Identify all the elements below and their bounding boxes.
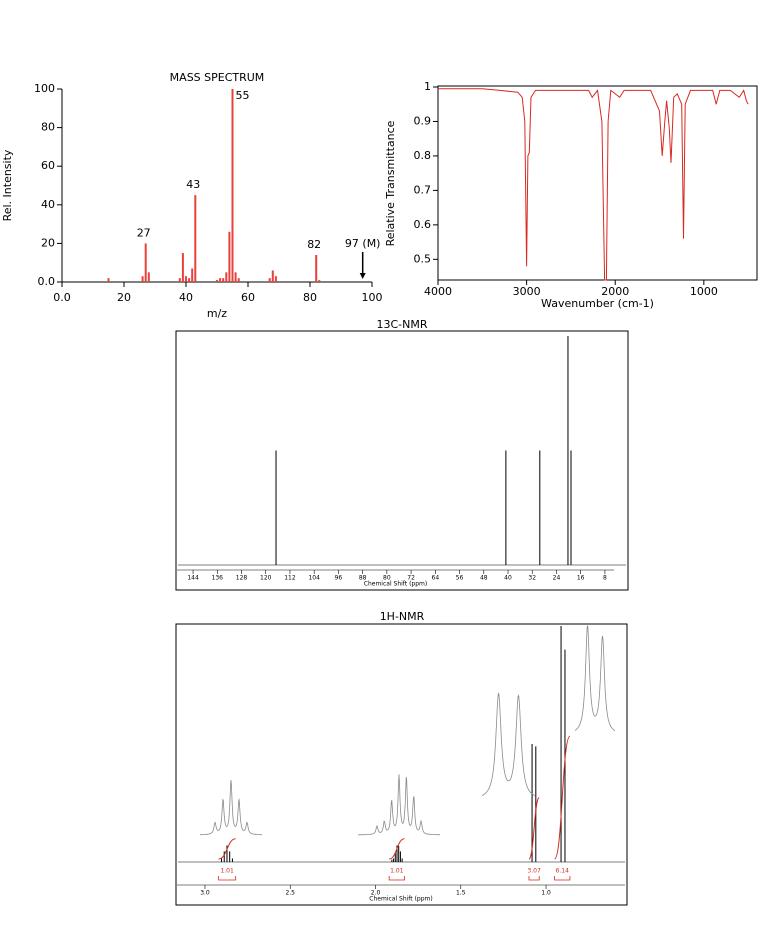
arrow-head (359, 273, 366, 279)
spectrum-line (438, 88, 749, 281)
y-tick-label: 60 (41, 159, 55, 172)
y-tick-label: 0.7 (414, 183, 432, 196)
y-tick-label: 1 (424, 80, 431, 93)
x-axis-label: Wavenumber (cm-1) (541, 297, 654, 310)
x-tick-label: 0.0 (53, 291, 71, 304)
x-tick-label: 40 (504, 575, 512, 582)
multiplet-inset (574, 625, 616, 732)
multiplet-inset (358, 774, 440, 836)
chart-title: MASS SPECTRUM (170, 71, 265, 84)
ir-spectrum: Relative Transmittance Wavenumber (cm-1) 0… (384, 80, 758, 310)
x-tick-label: 136 (212, 575, 224, 582)
y-tick-label: 100 (34, 82, 55, 95)
integral-curve (389, 838, 405, 860)
integral-bracket (388, 876, 405, 881)
integral-bracket (528, 876, 540, 881)
x-tick-label: 3000 (513, 285, 541, 298)
integral-curve (218, 838, 236, 860)
plot-frame (437, 85, 758, 281)
chart-title: 1H-NMR (380, 610, 425, 623)
x-tick-label: 24 (553, 575, 561, 582)
y-tick-label: 40 (41, 198, 55, 211)
x-tick-label: 128 (236, 575, 248, 582)
y-tick-label: 0.5 (414, 252, 432, 265)
y-tick-label: 80 (41, 121, 55, 134)
x-tick-label: 100 (362, 291, 383, 304)
x-tick-label: 80 (303, 291, 317, 304)
integral-bracket (554, 876, 571, 881)
integral-label: 1.01 (220, 868, 234, 875)
x-tick-label: 60 (241, 291, 255, 304)
c13-nmr: 13C-NMR 144 136 128 120 112 104 96 88 80 72 64 56 48 4… (175, 318, 629, 591)
x-tick-label: 32 (528, 575, 536, 582)
y-tick-label: 20 (41, 236, 55, 249)
x-axis-label: Chemical Shift (ppm) (364, 581, 427, 588)
x-tick-label: 1.5 (456, 890, 466, 897)
x-tick-label: 2.5 (285, 890, 295, 897)
integral-curve (528, 797, 540, 860)
x-tick-label: 2000 (601, 285, 629, 298)
mass-spectrum: MASS SPECTRUM Rel. Intensity m/z 0.0 20 40 60 8… (1, 71, 383, 320)
integral-label: 3.07 (527, 868, 541, 875)
multiplet-inset (481, 692, 536, 796)
x-tick-label: 4000 (424, 285, 452, 298)
y-tick-label: 0.6 (414, 218, 432, 231)
x-tick-label: 56 (456, 575, 464, 582)
integral-label: 6.14 (556, 868, 570, 875)
peak-label: 55 (236, 89, 250, 102)
x-axis-label: m/z (207, 307, 227, 320)
multiplet-inset (200, 780, 262, 836)
peak-label: 27 (137, 226, 151, 239)
plot-frame (175, 623, 628, 906)
chart-title: 13C-NMR (376, 318, 427, 331)
x-tick-label: 120 (260, 575, 272, 582)
x-tick-label: 16 (577, 575, 585, 582)
x-tick-label: 64 (432, 575, 440, 582)
x-axis-label: Chemical Shift (ppm) (369, 896, 432, 903)
x-tick-label: 2.0 (371, 890, 381, 897)
x-tick-label: 72 (407, 575, 415, 582)
plot-frame (175, 330, 629, 591)
peak-label: 97 (M) (345, 237, 381, 250)
x-tick-label: 8 (603, 575, 607, 582)
x-tick-label: 104 (308, 575, 320, 582)
integral-bracket (218, 876, 237, 881)
y-tick-label: 0.0 (38, 275, 56, 288)
integral-label: 1.01 (390, 868, 404, 875)
peak-label: 82 (307, 238, 321, 251)
x-tick-label: 112 (284, 575, 296, 582)
x-tick-label: 1000 (690, 285, 718, 298)
x-tick-label: 48 (480, 575, 488, 582)
x-tick-label: 1.0 (541, 890, 551, 897)
x-tick-label: 20 (117, 291, 131, 304)
x-tick-label: 96 (335, 575, 343, 582)
integral-curve (554, 735, 571, 860)
peak-label: 43 (186, 178, 200, 191)
x-tick-label: 144 (187, 575, 199, 582)
y-axis-label: Relative Transmittance (384, 120, 397, 246)
y-tick-label: 0.8 (414, 149, 432, 162)
h1-nmr: 1H-NMR 3.0 2.5 2.0 1.5 1.0 Chemical Shift (ppm… (175, 610, 628, 906)
x-tick-label: 88 (359, 575, 367, 582)
y-axis-label: Rel. Intensity (1, 149, 14, 221)
x-tick-label: 80 (383, 575, 391, 582)
x-tick-label: 40 (179, 291, 193, 304)
y-tick-label: 0.9 (414, 114, 432, 127)
x-tick-label: 3.0 (200, 890, 210, 897)
